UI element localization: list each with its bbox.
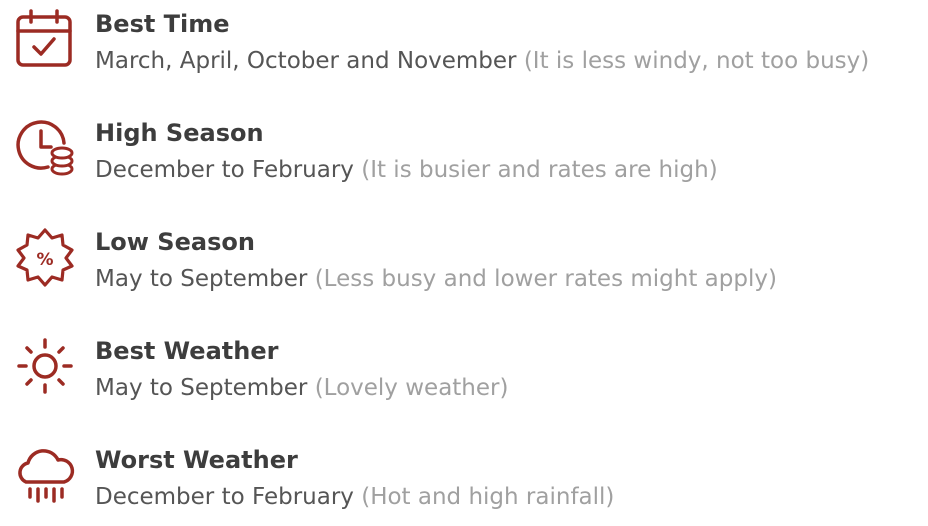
item-description: May to September (Lovely weather)	[95, 372, 508, 404]
item-note: (Lovely weather)	[314, 375, 509, 401]
list-item-high-season: High Season December to February (It is …	[0, 111, 928, 201]
item-main-text: March, April, October and November	[95, 48, 517, 74]
rain-cloud-icon	[14, 444, 76, 506]
item-note: (It is less windy, not too busy)	[523, 48, 870, 74]
calendar-check-icon	[14, 8, 76, 70]
list-item-low-season: % Low Season May to September (Less busy…	[0, 220, 928, 310]
item-description: December to February (It is busier and r…	[95, 154, 718, 186]
item-title: Worst Weather	[95, 446, 298, 474]
item-description: March, April, October and November (It i…	[95, 45, 869, 77]
item-note: (Hot and high rainfall)	[361, 484, 615, 510]
item-description: May to September (Less busy and lower ra…	[95, 263, 777, 295]
item-title: Best Weather	[95, 337, 279, 365]
list-item-best-weather: Best Weather May to September (Lovely we…	[0, 329, 928, 419]
item-main-text: May to September	[95, 375, 308, 401]
item-title: Low Season	[95, 228, 255, 256]
sun-icon	[14, 335, 76, 397]
item-main-text: May to September	[95, 266, 308, 292]
item-main-text: December to February	[95, 157, 354, 183]
list-item-worst-weather: Worst Weather December to February (Hot …	[0, 438, 928, 526]
item-title: High Season	[95, 119, 264, 147]
item-description: December to February (Hot and high rainf…	[95, 481, 614, 513]
item-note: (Less busy and lower rates might apply)	[314, 266, 777, 292]
percent-badge-icon: %	[14, 226, 76, 288]
list-item-best-time: Best Time March, April, October and Nove…	[0, 2, 928, 92]
item-note: (It is busier and rates are high)	[361, 157, 718, 183]
item-title: Best Time	[95, 10, 230, 38]
svg-text:%: %	[36, 250, 53, 270]
clock-coins-icon	[14, 117, 76, 179]
item-main-text: December to February	[95, 484, 354, 510]
